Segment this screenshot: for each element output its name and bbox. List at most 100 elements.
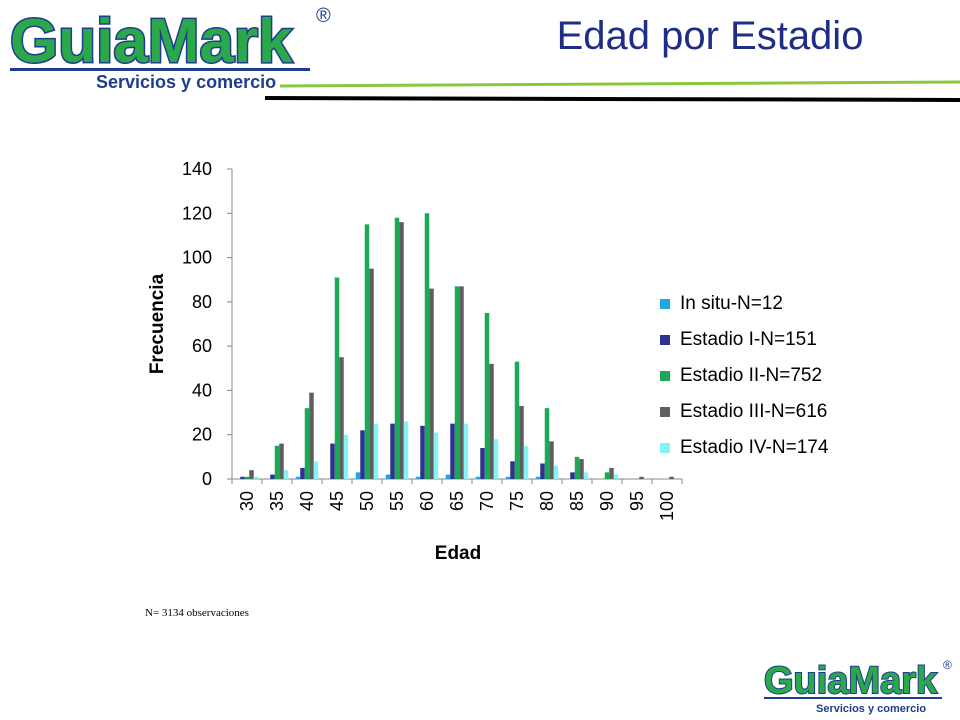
- bar-estadio-iii-90: [609, 467, 614, 479]
- bar-estadio-iv-50: [373, 423, 379, 479]
- x-tick-label: 100: [657, 491, 677, 521]
- bar-in-situ-40: [295, 476, 301, 479]
- logo-tagline: Servicios y comercio: [96, 72, 276, 92]
- x-tick-label: 45: [327, 491, 347, 511]
- x-tick-label: 40: [297, 491, 317, 511]
- legend-label: Estadio II-N=752: [680, 365, 823, 386]
- logo-wordmark: GuiaMark: [10, 7, 293, 76]
- header-rule-green: [279, 80, 960, 88]
- bar-estadio-i-70: [480, 448, 485, 479]
- bar-estadio-i-60: [420, 425, 425, 479]
- bar-estadio-i-50: [360, 430, 365, 479]
- bar-in-situ-80: [535, 476, 541, 479]
- bar-in-situ-55: [385, 474, 391, 479]
- bar-estadio-ii-85: [574, 456, 580, 479]
- logo-underline: [10, 68, 310, 71]
- x-tick-label: 35: [267, 491, 287, 511]
- bar-estadio-iv-85: [583, 472, 589, 479]
- y-tick-label: 140: [182, 159, 212, 179]
- x-tick-label: 75: [507, 491, 527, 511]
- page-title: Edad por Estadio: [556, 14, 864, 58]
- legend-item: Estadio II-N=752: [660, 358, 828, 394]
- x-tick-label: 90: [597, 491, 617, 511]
- footnote: N= 3134 observaciones: [145, 607, 249, 619]
- legend-item: Estadio I-N=151: [660, 322, 828, 358]
- x-tick-label: 70: [477, 491, 497, 511]
- x-tick-label: 60: [417, 491, 437, 511]
- bar-estadio-iii-95: [639, 476, 644, 479]
- bar-estadio-iii-80: [549, 441, 554, 479]
- bar-in-situ-60: [415, 476, 421, 479]
- bar-estadio-ii-45: [334, 277, 340, 479]
- x-tick-label: 80: [537, 491, 557, 511]
- bar-estadio-i-65: [450, 423, 455, 479]
- bar-estadio-ii-35: [274, 445, 280, 479]
- x-axis: 30 35 40 45 50 55 60 65 70 75 80 85 90 95 100: [231, 478, 683, 521]
- bar-estadio-ii-65: [454, 286, 460, 479]
- bar-estadio-iii-45: [339, 357, 344, 479]
- bar-estadio-iv-70: [493, 439, 499, 479]
- y-tick-label: 20: [192, 425, 212, 445]
- bar-estadio-i-30: [240, 476, 245, 479]
- x-tick-label: 65: [447, 491, 467, 511]
- legend-item: Estadio IV-N=174: [660, 430, 828, 466]
- bar-estadio-iv-40: [313, 461, 319, 479]
- bar-estadio-iii-70: [489, 363, 494, 479]
- bar-estadio-iii-100: [669, 476, 674, 479]
- logo-registered-mark: ®: [316, 5, 331, 27]
- chart-legend: In situ-N=12 Estadio I-N=151 Estadio II-N=…: [660, 286, 828, 466]
- bar-estadio-ii-70: [484, 312, 490, 479]
- bar-estadio-ii-60: [424, 213, 430, 480]
- legend-item: Estadio III-N=616: [660, 394, 828, 430]
- x-tick-label: 50: [357, 491, 377, 511]
- y-axis: 0 20 40 60 80 100 120 140: [182, 159, 233, 489]
- bar-estadio-i-40: [300, 467, 305, 479]
- bar-estadio-iii-75: [519, 405, 524, 479]
- bar-in-situ-70: [475, 476, 481, 479]
- y-axis-title: Frecuencia: [147, 273, 168, 374]
- bar-estadio-i-75: [510, 461, 515, 479]
- y-tick-label: 80: [192, 292, 212, 312]
- bar-estadio-iii-40: [309, 392, 314, 479]
- bar-estadio-i-80: [540, 463, 545, 479]
- age-by-stage-chart: 0 20 40 60 80 100 120 140 30 35 40 45 50 55 60 65 70 75 8…: [147, 159, 683, 564]
- bar-estadio-iv-35: [283, 470, 289, 479]
- bar-estadio-ii-55: [394, 217, 400, 479]
- y-tick-label: 120: [182, 203, 212, 223]
- bar-estadio-iv-90: [613, 474, 619, 479]
- x-tick-label: 85: [567, 491, 587, 511]
- bar-estadio-iv-75: [523, 445, 529, 479]
- legend-label: Estadio I-N=151: [680, 329, 817, 350]
- bar-estadio-iii-50: [369, 268, 374, 479]
- y-tick-label: 60: [192, 336, 212, 356]
- bar-in-situ-65: [445, 474, 451, 479]
- bar-in-situ-50: [355, 472, 361, 479]
- x-tick-label: 55: [387, 491, 407, 511]
- bar-estadio-ii-50: [364, 224, 370, 479]
- x-tick-label: 95: [627, 491, 647, 511]
- guiamark-logo: GuiaMark ® Servicios y comercio: [9, 5, 332, 92]
- legend-label: Estadio IV-N=174: [680, 437, 829, 458]
- bars: [240, 213, 674, 480]
- bar-estadio-ii-90: [604, 472, 610, 479]
- logo-small-wordmark: GuiaMark: [764, 660, 938, 702]
- bar-estadio-iv-55: [403, 421, 409, 479]
- bar-estadio-i-35: [270, 474, 275, 479]
- bar-estadio-iv-45: [343, 434, 349, 479]
- guiamark-logo-small: GuiaMark ® Servicios y comercio: [763, 658, 952, 715]
- bar-estadio-iv-30: [253, 476, 259, 479]
- bar-estadio-iii-35: [279, 443, 284, 479]
- legend-label: Estadio III-N=616: [680, 401, 828, 422]
- bar-estadio-ii-40: [304, 408, 310, 479]
- x-axis-title: Edad: [435, 543, 481, 564]
- legend-swatch: [660, 371, 670, 381]
- logo-small-registered-mark: ®: [943, 658, 952, 672]
- bar-estadio-iv-60: [433, 432, 439, 479]
- bar-estadio-iii-60: [429, 288, 434, 479]
- bar-estadio-iii-85: [579, 459, 584, 479]
- bar-in-situ-75: [505, 476, 511, 479]
- bar-estadio-ii-30: [244, 476, 250, 479]
- logo-small-underline: [764, 697, 942, 699]
- legend-swatch: [660, 299, 670, 309]
- bar-estadio-i-55: [390, 423, 395, 479]
